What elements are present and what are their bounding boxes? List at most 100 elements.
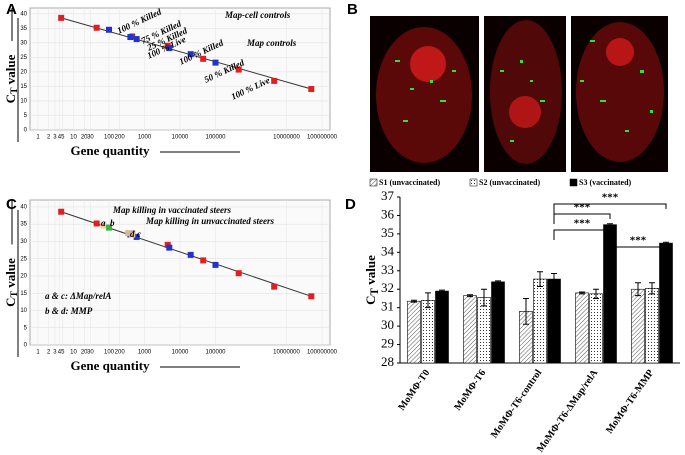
significance-label: *** bbox=[574, 202, 591, 214]
x-tick-label: 10000 bbox=[172, 350, 189, 356]
annotation: d bbox=[130, 229, 135, 239]
y-axis-label-part: C bbox=[3, 298, 18, 307]
x-tick-label: 1 bbox=[36, 135, 40, 141]
y-tick-label: 35 bbox=[20, 26, 27, 32]
x-tick-label: 100000000 bbox=[307, 135, 338, 141]
point bbox=[93, 24, 100, 31]
y-tick-label: 30 bbox=[20, 239, 27, 245]
y-tick-label: 25 bbox=[20, 256, 27, 262]
y-tick-label: 40 bbox=[20, 11, 27, 17]
x-tick-label: MoMΦ-T6-ΔMap/relA bbox=[535, 367, 601, 454]
error-bar bbox=[425, 292, 431, 309]
y-tick-label: 15 bbox=[20, 84, 27, 90]
point bbox=[58, 14, 65, 21]
point bbox=[106, 26, 112, 33]
y-axis-label-part: C bbox=[363, 295, 378, 304]
y-tick-label: 35 bbox=[20, 222, 27, 228]
x-tick-label: 30 bbox=[87, 135, 94, 141]
y-tick-label: 35 bbox=[381, 225, 394, 240]
x-tick-label: 20 bbox=[81, 135, 88, 141]
significance-bracket bbox=[553, 213, 611, 224]
point bbox=[100, 222, 107, 229]
y-tick-label: 34 bbox=[381, 243, 395, 258]
x-tick-label: 200 bbox=[115, 135, 126, 141]
x-tick-label: 10 bbox=[70, 135, 77, 141]
x-tick-label: 30 bbox=[87, 350, 94, 356]
x-axis-label: Gene quantity bbox=[70, 143, 150, 158]
significance-bracket bbox=[553, 229, 611, 240]
x-tick-label: 3 bbox=[53, 350, 57, 356]
y-tick-label: 30 bbox=[20, 40, 27, 46]
x-tick-label: 1000 bbox=[138, 135, 152, 141]
bar bbox=[463, 295, 477, 364]
point bbox=[125, 230, 132, 237]
x-tick-label: MoMΦ-T0 bbox=[396, 368, 432, 413]
bar bbox=[603, 224, 617, 364]
bar bbox=[589, 293, 603, 364]
bar bbox=[477, 297, 491, 364]
error-bar bbox=[635, 282, 641, 297]
x-tick-label: 20 bbox=[81, 350, 88, 356]
x-axis-label: Gene quantity bbox=[70, 358, 150, 373]
point bbox=[187, 51, 194, 58]
x-tick-label: MoMΦ-T6-MMP bbox=[604, 368, 656, 436]
point bbox=[166, 45, 173, 52]
bar bbox=[435, 290, 449, 364]
significance-bracket bbox=[609, 246, 667, 257]
annotation: Map-cell controls bbox=[224, 10, 291, 20]
annotation: b & d: MMP bbox=[45, 306, 93, 316]
annotation: Map controls bbox=[246, 38, 297, 48]
y-axis-label: CT value bbox=[363, 255, 381, 305]
trend-line bbox=[61, 17, 312, 90]
error-bar bbox=[607, 223, 613, 227]
legend-label: S1 (unvaccinated) bbox=[379, 178, 440, 187]
annotation: a & c: ΔMap/relA bbox=[45, 291, 111, 301]
y-tick-label: 10 bbox=[20, 99, 27, 105]
x-tick-label: 100000000 bbox=[307, 350, 338, 356]
y-tick-label: 33 bbox=[381, 262, 394, 277]
legend-label: S2 (unvaccinated) bbox=[479, 178, 540, 187]
x-tick-label: 100 bbox=[104, 135, 115, 141]
y-tick-label: 30 bbox=[381, 317, 394, 332]
error-bar bbox=[467, 294, 473, 298]
error-bar bbox=[481, 288, 487, 307]
error-bar bbox=[495, 280, 501, 284]
error-bar bbox=[649, 282, 655, 295]
point bbox=[93, 220, 100, 227]
error-bar bbox=[579, 291, 585, 295]
x-tick-label: 5 bbox=[61, 350, 65, 356]
y-tick-label: 20 bbox=[20, 69, 27, 75]
y-axis-label-part: T bbox=[9, 291, 20, 298]
bar bbox=[407, 300, 421, 364]
point bbox=[271, 77, 278, 84]
significance-label: *** bbox=[602, 192, 619, 204]
point bbox=[308, 293, 315, 300]
x-tick-label: 100000 bbox=[205, 135, 226, 141]
x-tick-label: MoMΦ-T6 bbox=[452, 368, 488, 413]
y-axis-label-part: C bbox=[3, 94, 18, 103]
y-axis-label-part: value bbox=[3, 54, 18, 87]
y-tick-label: 0 bbox=[24, 343, 28, 349]
significance-label: *** bbox=[574, 218, 591, 230]
y-tick-label: 10 bbox=[20, 308, 27, 314]
legend-swatch bbox=[469, 178, 478, 187]
error-bar bbox=[537, 271, 543, 287]
x-tick-label: MoMΦ-T6-control bbox=[489, 368, 545, 441]
point bbox=[133, 233, 140, 240]
x-tick-label: 100 bbox=[104, 350, 115, 356]
y-axis-label-part: T bbox=[9, 87, 20, 94]
error-bar bbox=[523, 297, 529, 325]
y-axis-label-part: value bbox=[3, 258, 18, 291]
annotation: a bbox=[101, 218, 106, 228]
y-tick-label: 25 bbox=[20, 55, 27, 61]
y-tick-label: 31 bbox=[381, 299, 394, 314]
y-tick-label: 32 bbox=[381, 280, 394, 295]
x-tick-label: 3 bbox=[53, 135, 57, 141]
error-bar bbox=[593, 288, 599, 299]
point bbox=[308, 86, 315, 93]
point bbox=[200, 55, 207, 62]
y-axis-label-part: T bbox=[369, 287, 381, 295]
y-tick-label: 5 bbox=[24, 325, 28, 331]
panel-label: D bbox=[345, 196, 356, 213]
legend-swatch bbox=[569, 178, 578, 187]
